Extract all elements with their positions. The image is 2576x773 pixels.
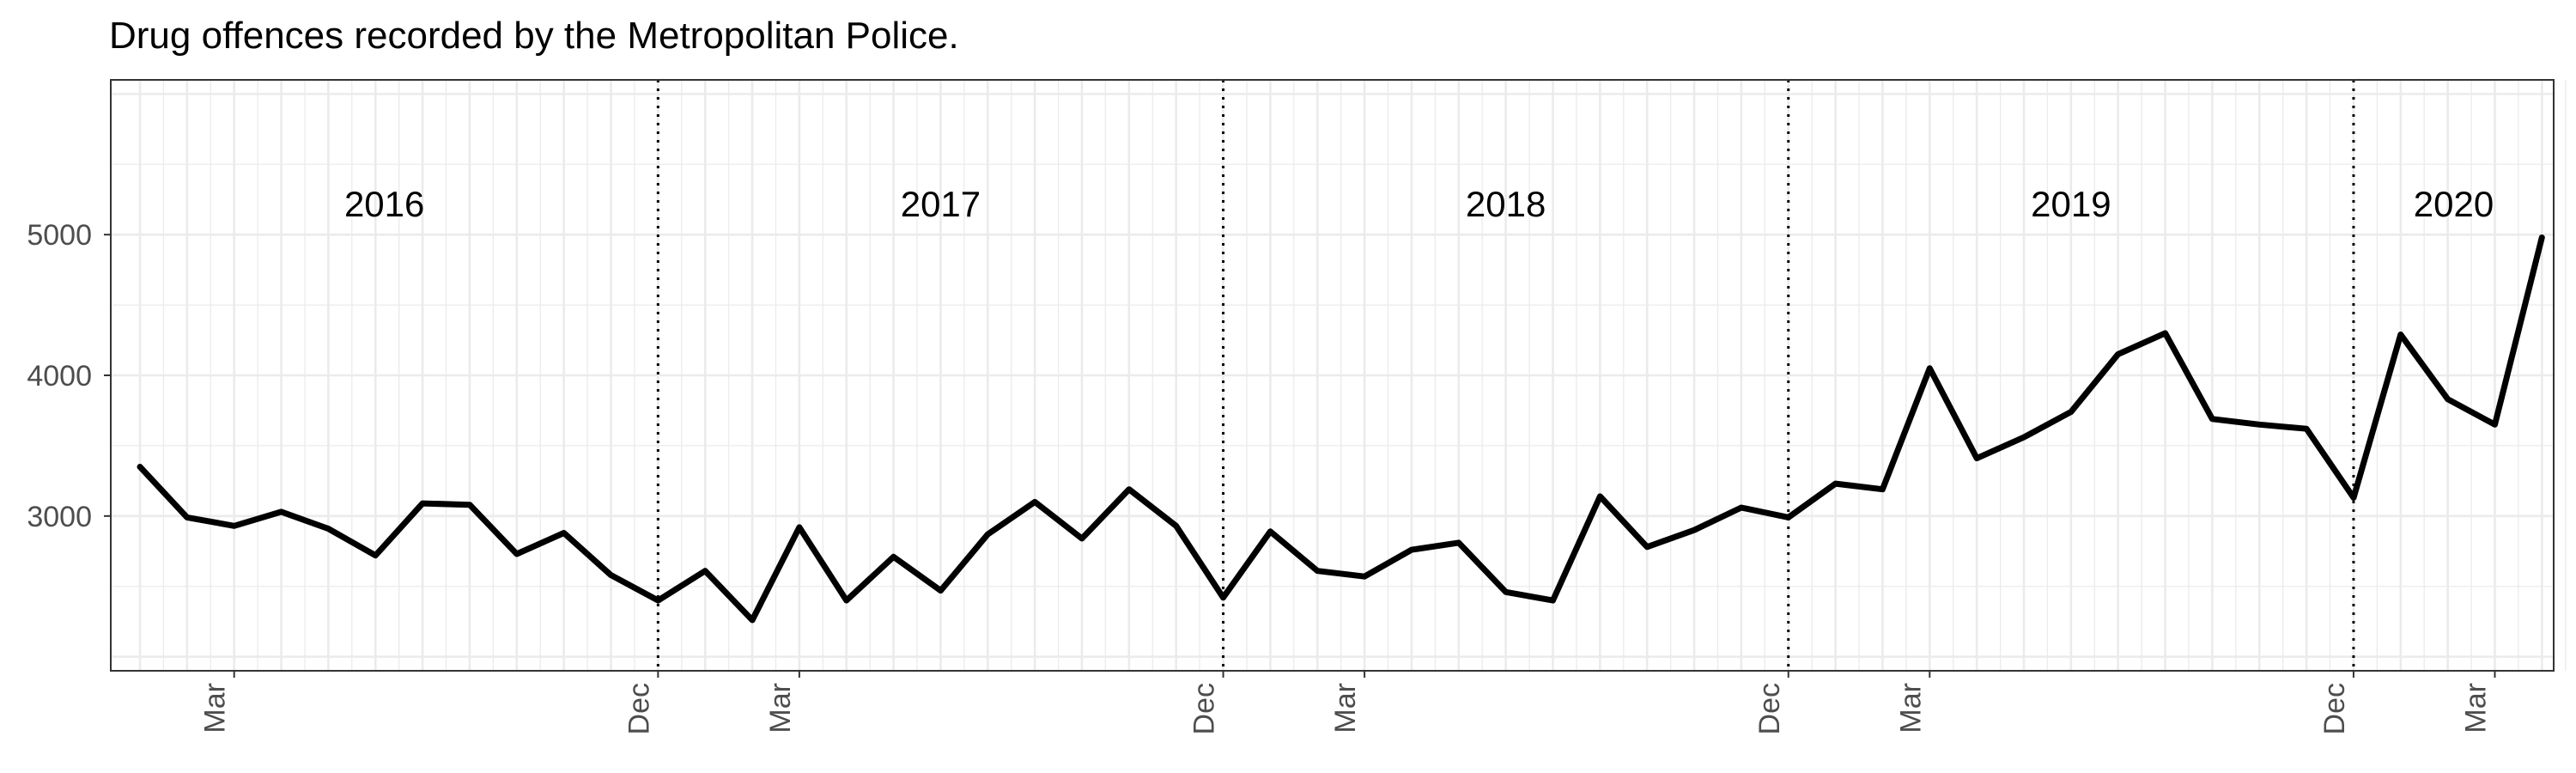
x-tick-label: Mar xyxy=(199,683,232,733)
year-label: 2016 xyxy=(344,184,424,224)
grid xyxy=(111,80,2567,671)
x-tick-label: Dec xyxy=(1753,683,1786,734)
series-line xyxy=(137,234,2545,624)
x-tick-label: Dec xyxy=(2318,683,2351,734)
y-axis: 3000 4000 5000 xyxy=(27,219,111,533)
year-labels: 2016 2017 2018 2019 2020 xyxy=(344,184,2494,224)
y-tick-label: 3000 xyxy=(27,501,92,533)
year-label: 2019 xyxy=(2031,184,2111,224)
x-tick-label: Mar xyxy=(1329,683,1362,733)
chart-title: Drug offences recorded by the Metropolit… xyxy=(109,15,959,57)
x-tick-label: Mar xyxy=(764,683,797,733)
x-tick-label: Mar xyxy=(2460,683,2493,733)
series-group xyxy=(137,234,2545,624)
y-tick-label: 4000 xyxy=(27,360,92,393)
x-axis: Mar Dec Mar Dec Mar Dec Mar Dec Mar xyxy=(199,671,2496,734)
y-tick-label: 5000 xyxy=(27,219,92,252)
x-tick-label: Mar xyxy=(1894,683,1927,733)
year-label: 2018 xyxy=(1466,184,1546,224)
x-tick-label: Dec xyxy=(1188,683,1221,734)
year-label: 2017 xyxy=(901,184,981,224)
x-tick-label: Dec xyxy=(623,683,655,734)
year-label: 2020 xyxy=(2414,184,2494,224)
